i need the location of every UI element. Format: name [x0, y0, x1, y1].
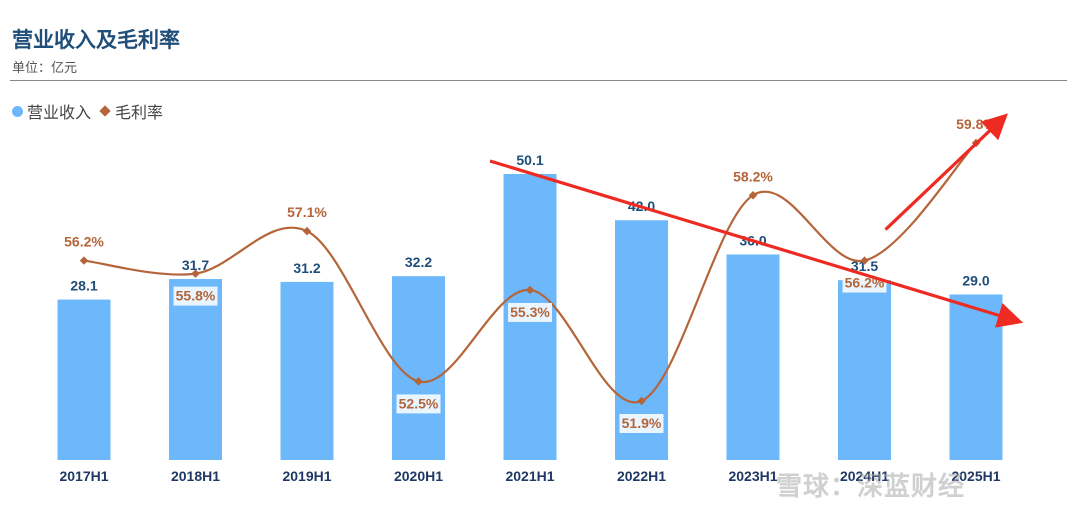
margin-value-label: 56.2% — [64, 234, 104, 250]
margin-value-label: 56.2% — [845, 275, 885, 291]
revenue-value-label: 32.2 — [405, 254, 432, 270]
chart-title: 营业收入及毛利率 — [12, 28, 180, 52]
margin-point — [191, 269, 200, 278]
watermark-text: 雪球：深蓝财经 — [776, 472, 966, 502]
circle-marker-icon — [12, 105, 23, 117]
margin-label-bg — [508, 302, 552, 322]
margin-value-label: 52.5% — [399, 395, 439, 411]
x-tick-label: 2023H1 — [728, 468, 777, 484]
downtrend-arrow — [489, 159, 1024, 328]
header-divider — [10, 80, 1067, 81]
margin-value-label: 58.2% — [733, 168, 773, 184]
margin-label-bg — [285, 203, 329, 223]
x-tick-label: 2020H1 — [394, 468, 443, 484]
margin-value-label: 57.1% — [287, 204, 327, 220]
uptrend-arrow — [884, 113, 1008, 231]
legend-label-margin: 毛利率 — [115, 103, 164, 122]
revenue-value-label: 31.2 — [293, 260, 320, 276]
legend-label-revenue: 营业收入 — [27, 103, 92, 122]
chart-legend: 营业收入 毛利率 — [12, 99, 167, 123]
margin-point — [637, 396, 646, 406]
margin-label-bg — [396, 394, 441, 414]
revenue-bar — [838, 280, 891, 460]
revenue-bar — [280, 281, 334, 460]
x-tick-label: 2025H1 — [951, 468, 1000, 484]
revenue-bar — [949, 294, 1003, 460]
margin-point — [302, 226, 312, 236]
x-tick-label: 2019H1 — [282, 468, 331, 484]
revenue-value-label: 29.0 — [962, 272, 989, 288]
margin-label-bg — [619, 414, 664, 433]
x-tick-label: 2024H1 — [840, 468, 889, 484]
margin-value-label: 51.9% — [622, 415, 662, 431]
margin-label-bg — [731, 167, 775, 187]
unit-label: 单位：亿元 — [12, 61, 78, 76]
margin-label-bg — [62, 232, 106, 252]
revenue-bar — [169, 279, 222, 460]
margin-value-label: 55.8% — [176, 288, 216, 304]
margin-point — [860, 256, 869, 265]
x-tick-label: 2018H1 — [171, 468, 220, 484]
x-tick-label: 2022H1 — [617, 468, 666, 484]
legend-item-revenue: 营业收入 — [12, 99, 91, 123]
margin-point — [525, 285, 535, 295]
revenue-bar — [726, 254, 780, 460]
revenue-value-label: 50.1 — [516, 152, 543, 168]
revenue-value-label: 28.1 — [70, 278, 97, 294]
margin-label-bg — [173, 286, 218, 306]
margin-value-label: 55.3% — [510, 304, 550, 320]
revenue-value-label: 31.7 — [182, 257, 209, 273]
revenue-value-label: 31.5 — [851, 258, 878, 274]
legend-item-margin: 毛利率 — [95, 99, 163, 123]
margin-line — [83, 142, 977, 404]
margin-point — [79, 256, 89, 265]
margin-point — [414, 377, 423, 386]
revenue-bar — [57, 299, 111, 460]
x-tick-label: 2021H1 — [505, 468, 554, 484]
x-tick-label: 2017H1 — [59, 468, 108, 484]
